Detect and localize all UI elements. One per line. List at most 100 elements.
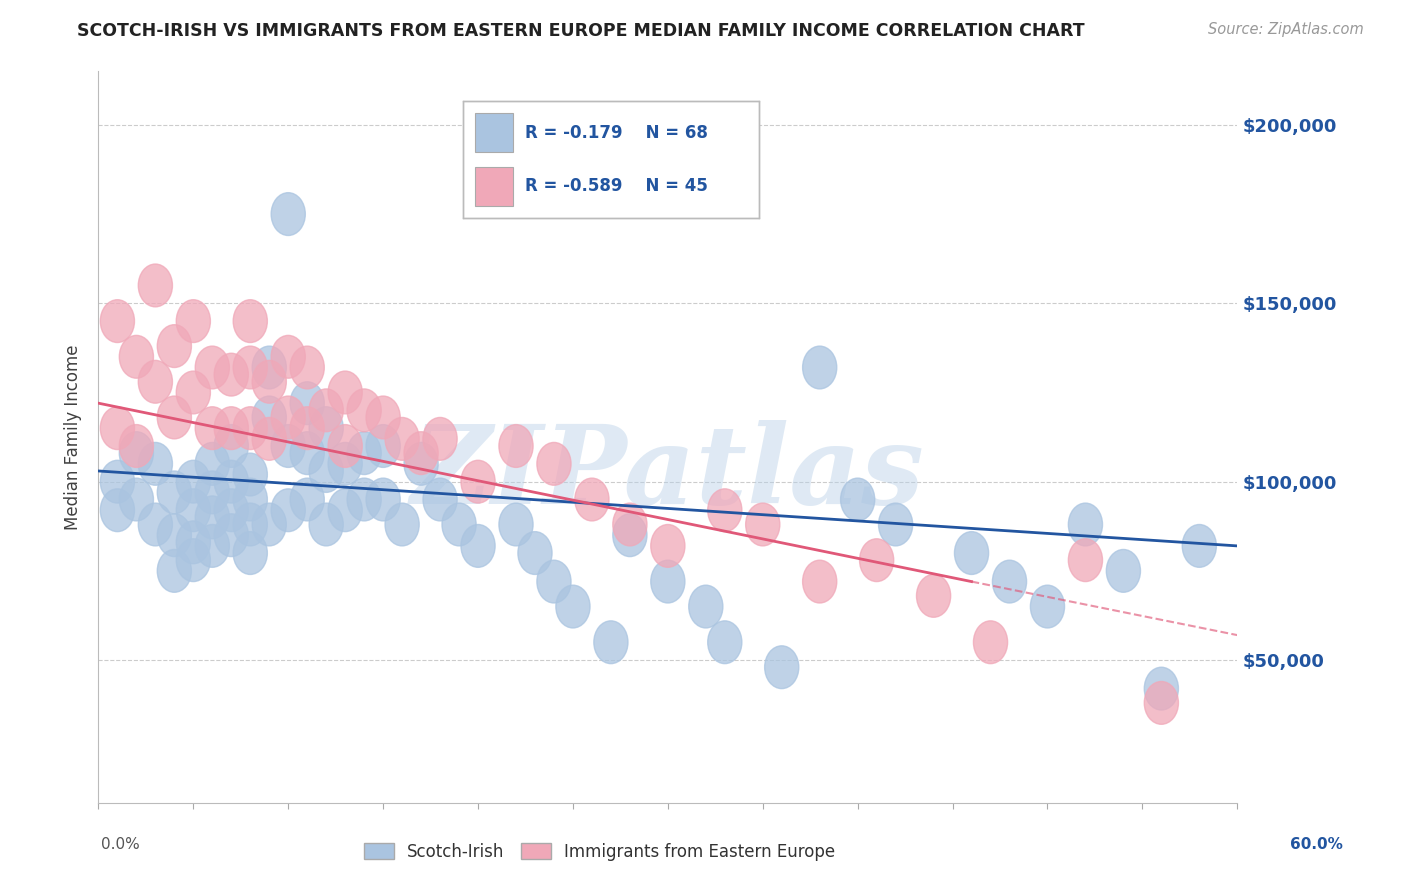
Ellipse shape <box>309 503 343 546</box>
Ellipse shape <box>157 471 191 514</box>
Ellipse shape <box>366 478 401 521</box>
Ellipse shape <box>385 417 419 460</box>
Ellipse shape <box>347 389 381 432</box>
Ellipse shape <box>138 503 173 546</box>
Ellipse shape <box>195 471 229 514</box>
Ellipse shape <box>271 335 305 378</box>
Legend: Scotch-Irish, Immigrants from Eastern Europe: Scotch-Irish, Immigrants from Eastern Eu… <box>357 837 842 868</box>
Ellipse shape <box>176 300 211 343</box>
Ellipse shape <box>955 532 988 574</box>
Ellipse shape <box>176 539 211 582</box>
Ellipse shape <box>138 442 173 485</box>
Ellipse shape <box>537 560 571 603</box>
Ellipse shape <box>461 460 495 503</box>
Ellipse shape <box>328 371 363 414</box>
Ellipse shape <box>176 460 211 503</box>
Ellipse shape <box>841 478 875 521</box>
Ellipse shape <box>100 460 135 503</box>
Ellipse shape <box>917 574 950 617</box>
Ellipse shape <box>233 532 267 574</box>
Ellipse shape <box>195 524 229 567</box>
Ellipse shape <box>120 425 153 467</box>
Ellipse shape <box>214 489 249 532</box>
Ellipse shape <box>1069 539 1102 582</box>
Ellipse shape <box>707 621 742 664</box>
Ellipse shape <box>328 442 363 485</box>
Ellipse shape <box>271 425 305 467</box>
Ellipse shape <box>157 549 191 592</box>
Ellipse shape <box>290 382 325 425</box>
Ellipse shape <box>233 346 267 389</box>
Ellipse shape <box>328 489 363 532</box>
Ellipse shape <box>214 425 249 467</box>
Ellipse shape <box>120 478 153 521</box>
Ellipse shape <box>176 371 211 414</box>
Ellipse shape <box>803 346 837 389</box>
Ellipse shape <box>309 389 343 432</box>
Ellipse shape <box>290 478 325 521</box>
Ellipse shape <box>613 514 647 557</box>
Ellipse shape <box>157 325 191 368</box>
Ellipse shape <box>593 621 628 664</box>
Ellipse shape <box>252 503 287 546</box>
Ellipse shape <box>233 453 267 496</box>
Ellipse shape <box>1107 549 1140 592</box>
Ellipse shape <box>271 489 305 532</box>
Ellipse shape <box>879 503 912 546</box>
Ellipse shape <box>859 539 894 582</box>
Ellipse shape <box>138 264 173 307</box>
Ellipse shape <box>347 432 381 475</box>
Ellipse shape <box>214 407 249 450</box>
Ellipse shape <box>309 407 343 450</box>
Ellipse shape <box>803 560 837 603</box>
Ellipse shape <box>575 478 609 521</box>
Ellipse shape <box>100 489 135 532</box>
Ellipse shape <box>745 503 780 546</box>
Ellipse shape <box>423 478 457 521</box>
Ellipse shape <box>347 478 381 521</box>
Ellipse shape <box>1069 503 1102 546</box>
Ellipse shape <box>271 396 305 439</box>
Y-axis label: Median Family Income: Median Family Income <box>65 344 83 530</box>
Ellipse shape <box>290 432 325 475</box>
Ellipse shape <box>157 396 191 439</box>
Ellipse shape <box>214 353 249 396</box>
Ellipse shape <box>765 646 799 689</box>
Ellipse shape <box>120 432 153 475</box>
Ellipse shape <box>613 503 647 546</box>
Ellipse shape <box>973 621 1008 664</box>
Ellipse shape <box>689 585 723 628</box>
Text: 0.0%: 0.0% <box>101 837 141 852</box>
Ellipse shape <box>214 460 249 503</box>
Ellipse shape <box>385 503 419 546</box>
Ellipse shape <box>290 346 325 389</box>
Ellipse shape <box>252 396 287 439</box>
Ellipse shape <box>176 521 211 564</box>
Ellipse shape <box>499 425 533 467</box>
Ellipse shape <box>120 335 153 378</box>
Ellipse shape <box>233 300 267 343</box>
Ellipse shape <box>328 425 363 467</box>
Ellipse shape <box>233 478 267 521</box>
Ellipse shape <box>195 346 229 389</box>
Ellipse shape <box>441 503 477 546</box>
Ellipse shape <box>252 417 287 460</box>
Text: Source: ZipAtlas.com: Source: ZipAtlas.com <box>1208 22 1364 37</box>
Ellipse shape <box>176 489 211 532</box>
Ellipse shape <box>366 396 401 439</box>
Ellipse shape <box>233 407 267 450</box>
Text: SCOTCH-IRISH VS IMMIGRANTS FROM EASTERN EUROPE MEDIAN FAMILY INCOME CORRELATION : SCOTCH-IRISH VS IMMIGRANTS FROM EASTERN … <box>77 22 1085 40</box>
Ellipse shape <box>404 442 439 485</box>
Ellipse shape <box>309 450 343 492</box>
Ellipse shape <box>499 503 533 546</box>
Ellipse shape <box>651 560 685 603</box>
Ellipse shape <box>100 407 135 450</box>
Ellipse shape <box>214 514 249 557</box>
Ellipse shape <box>138 360 173 403</box>
Ellipse shape <box>651 524 685 567</box>
Ellipse shape <box>1031 585 1064 628</box>
Ellipse shape <box>1144 681 1178 724</box>
Ellipse shape <box>157 514 191 557</box>
Ellipse shape <box>290 407 325 450</box>
Ellipse shape <box>271 193 305 235</box>
